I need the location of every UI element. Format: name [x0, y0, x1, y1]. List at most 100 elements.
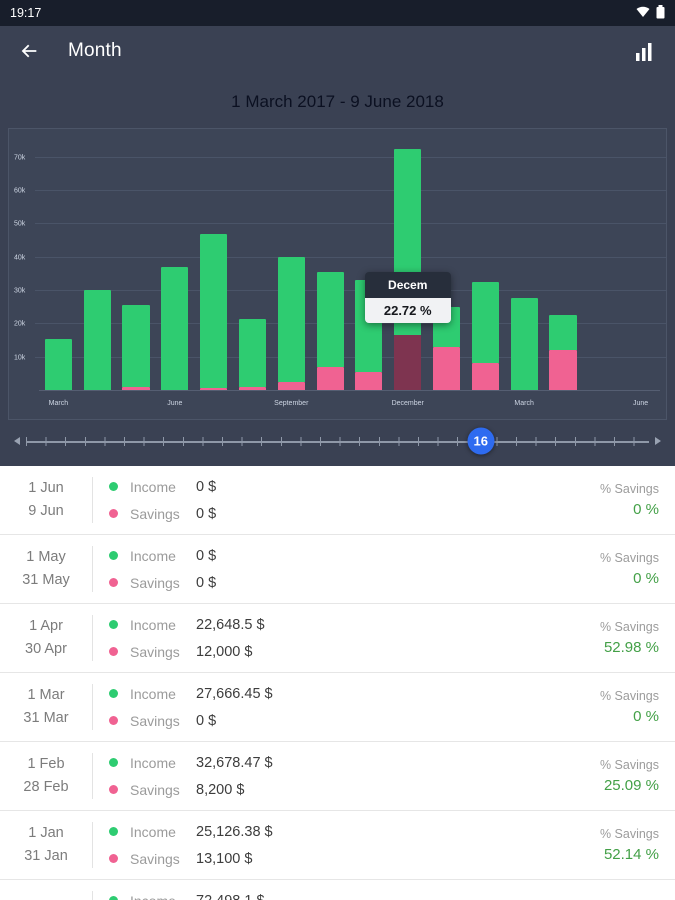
- bar-chart-icon[interactable]: [635, 41, 657, 61]
- pct-savings-value: 0 %: [633, 570, 659, 587]
- pct-savings-label: % Savings: [599, 689, 659, 703]
- row-date-to: 9 Jun: [28, 503, 64, 519]
- y-axis-tick-label: 30k: [14, 287, 26, 295]
- row-date-to: 31 Jan: [24, 848, 68, 864]
- app-header: Month: [0, 26, 675, 76]
- list-item[interactable]: 1 Feb 28 Feb Income 32,678.47 $ Savings …: [0, 742, 675, 811]
- gridline: [35, 356, 666, 358]
- row-date-from: 1 Mar: [27, 687, 65, 703]
- y-axis-tick-label: 40k: [14, 254, 26, 262]
- gridline: [35, 190, 666, 191]
- income-line: Income 72,498.1 $: [109, 888, 265, 900]
- savings-bar[interactable]: [549, 350, 577, 390]
- period-slider[interactable]: 16: [12, 422, 663, 460]
- savings-label: Savings: [130, 712, 180, 729]
- savings-value: 0 $: [196, 505, 217, 522]
- row-date-from: 1 Apr: [29, 618, 63, 634]
- income-dot-icon: [109, 689, 118, 698]
- income-value: 22,648.5 $: [196, 616, 265, 633]
- wifi-icon: [636, 6, 650, 20]
- row-pct-block: % Savings 0 %: [600, 482, 659, 518]
- income-dot-icon: [109, 482, 118, 491]
- income-label: Income: [130, 754, 176, 771]
- row-divider: [92, 753, 93, 799]
- row-date-from: 1 Feb: [27, 756, 65, 772]
- savings-dot-icon: [109, 509, 118, 518]
- pct-savings-value: 25.09 %: [603, 777, 659, 794]
- status-time: 19:17: [10, 6, 42, 20]
- savings-bar[interactable]: [432, 346, 461, 390]
- slider-thumb[interactable]: 16: [467, 427, 495, 455]
- status-icons: [636, 4, 665, 22]
- row-amounts: Income 72,498.1 $ Savings: [109, 888, 265, 900]
- income-bar[interactable]: [200, 233, 228, 389]
- row-divider: [92, 546, 93, 592]
- page-title: Month: [68, 40, 122, 61]
- y-axis-tick-label: 60k: [14, 187, 26, 195]
- list-item[interactable]: 1 Jan 31 Jan Income 25,126.38 $ Savings …: [0, 811, 675, 880]
- slider-left-arrow-icon[interactable]: [14, 437, 20, 445]
- tooltip-title: Decem: [364, 271, 451, 298]
- row-pct-block: % Savings 0 %: [600, 689, 659, 725]
- income-bar[interactable]: [277, 257, 305, 382]
- list-item[interactable]: 1 Mar 31 Mar Income 27,666.45 $ Savings …: [0, 673, 675, 742]
- row-date-from: 1 May: [26, 549, 66, 565]
- savings-bar[interactable]: [355, 371, 383, 390]
- row-amounts: Income 22,648.5 $ Savings 12,000 $: [109, 612, 265, 664]
- savings-bar[interactable]: [277, 381, 305, 390]
- income-line: Income 0 $: [109, 543, 216, 568]
- income-value: 27,666.45 $: [196, 685, 273, 702]
- savings-label: Savings: [130, 850, 180, 867]
- income-bar[interactable]: [471, 281, 499, 363]
- savings-bar[interactable]: [471, 362, 499, 390]
- income-bar[interactable]: [549, 314, 577, 351]
- savings-label: Savings: [130, 781, 180, 798]
- transactions-list: 1 Jun 9 Jun Income 0 $ Savings 0 $ % Sav…: [0, 466, 675, 900]
- savings-bar[interactable]: [122, 387, 150, 390]
- savings-line: Savings 8,200 $: [109, 777, 273, 802]
- income-label: Income: [130, 893, 192, 900]
- row-amounts: Income 0 $ Savings 0 $: [109, 543, 216, 595]
- row-date-range: 1 Jan 31 Jan: [6, 814, 86, 876]
- savings-label: Savings: [130, 505, 180, 522]
- top-section: Month 1 March 2017 - 9 June 2018 70k 60k 5…: [0, 26, 675, 466]
- pct-savings-label: % Savings: [599, 758, 659, 772]
- pct-savings-value: 0 %: [633, 501, 659, 518]
- income-dot-icon: [109, 620, 118, 629]
- row-date-to: 31 May: [22, 572, 70, 588]
- row-date-range: 1 May 31 May: [6, 538, 86, 600]
- row-amounts: Income 27,666.45 $ Savings 0 $: [109, 681, 273, 733]
- row-date-from: 1 Jan: [28, 825, 64, 841]
- slider-track[interactable]: [26, 441, 649, 443]
- savings-line: Savings 0 $: [109, 708, 273, 733]
- list-item[interactable]: 1 Apr 30 Apr Income 22,648.5 $ Savings 1…: [0, 604, 675, 673]
- income-line: Income 0 $: [109, 474, 216, 499]
- income-bar[interactable]: [316, 272, 344, 367]
- income-bar[interactable]: [44, 338, 72, 390]
- list-item[interactable]: 1 May 31 May Income 0 $ Savings 0 $ % Sa…: [0, 535, 675, 604]
- slider-right-arrow-icon[interactable]: [655, 437, 661, 445]
- income-label: Income: [130, 547, 176, 564]
- back-button[interactable]: [18, 39, 44, 63]
- savings-bar[interactable]: [316, 366, 344, 390]
- savings-bar[interactable]: [200, 388, 228, 390]
- x-axis-tick-label: March: [514, 400, 534, 407]
- savings-bar[interactable]: [238, 387, 267, 390]
- income-bar[interactable]: [510, 298, 538, 390]
- income-bar[interactable]: [122, 305, 150, 388]
- chart-container[interactable]: 70k 60k 50k 40k 30k 20k 10k Decem 22.72 % Marc…: [8, 128, 667, 420]
- pct-savings-value: 0 %: [633, 708, 659, 725]
- income-bar[interactable]: [83, 290, 111, 390]
- savings-dot-icon: [109, 854, 118, 863]
- income-line: Income 27,666.45 $: [109, 681, 273, 706]
- list-item[interactable]: Income 72,498.1 $ Savings % Savings: [0, 880, 675, 900]
- list-item[interactable]: 1 Jun 9 Jun Income 0 $ Savings 0 $ % Sav…: [0, 466, 675, 535]
- savings-value: 12,000 $: [196, 643, 253, 660]
- income-bar[interactable]: [161, 267, 189, 390]
- row-pct-block: % Savings 52.98 %: [600, 620, 659, 656]
- savings-bar[interactable]: [394, 335, 422, 390]
- income-bar[interactable]: [238, 318, 267, 388]
- x-axis-tick-label: June: [167, 400, 183, 407]
- chart-tooltip: Decem 22.72 %: [364, 271, 451, 323]
